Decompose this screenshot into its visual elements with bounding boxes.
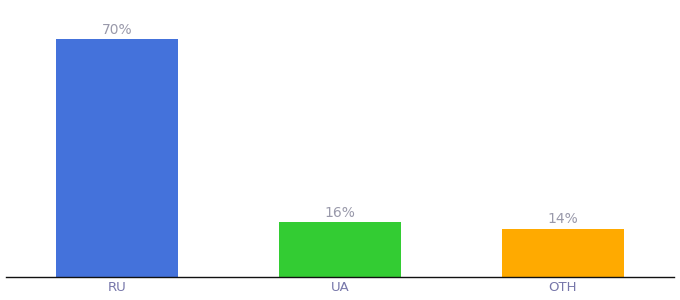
Text: 70%: 70% — [102, 23, 133, 37]
Text: 14%: 14% — [547, 212, 578, 226]
Bar — [502, 229, 624, 277]
Text: 16%: 16% — [324, 206, 356, 220]
Bar — [279, 222, 401, 277]
Bar — [56, 39, 178, 277]
